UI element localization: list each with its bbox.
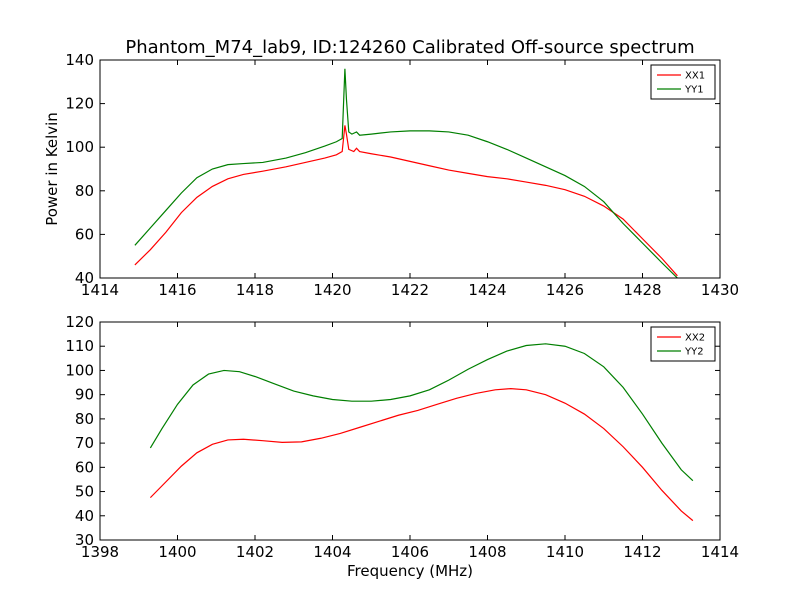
- series-line-xx2: [149, 388, 694, 522]
- chart-title: Phantom_M74_lab9, ID:124260 Calibrated O…: [125, 37, 694, 58]
- x-tick-label: 1422: [391, 281, 429, 299]
- x-tick-label: 1420: [313, 281, 351, 299]
- x-tick-label: 1406: [391, 543, 429, 561]
- legend-label-yy2: YY2: [684, 347, 704, 358]
- series-line-yy2: [149, 343, 694, 482]
- y-tick-label: 60: [75, 225, 94, 243]
- y-axis-label: Power in Kelvin: [43, 112, 61, 226]
- x-tick-label: 1430: [701, 281, 739, 299]
- y-tick-label: 70: [75, 434, 94, 452]
- x-tick-label: 1414: [81, 281, 119, 299]
- plot-frame: [99, 321, 721, 541]
- y-tick-label: 90: [75, 386, 94, 404]
- bottom-plot-panel: 1398 1400 1402 1404 1406 1408 1410 1412 1414 30 40…: [65, 313, 739, 561]
- x-tick-label: 1408: [468, 543, 506, 561]
- x-tick-label: 1424: [468, 281, 506, 299]
- y-tick-label: 40: [75, 269, 94, 287]
- x-tick-label: 1416: [158, 281, 196, 299]
- legend-box: [650, 326, 716, 362]
- legend-box: [650, 64, 716, 100]
- x-tick-label: 1410: [546, 543, 584, 561]
- x-tick-label: 1404: [313, 543, 351, 561]
- y-tick-label: 100: [65, 361, 94, 379]
- y-tick-label: 120: [65, 95, 94, 113]
- plot-frame: [99, 59, 721, 279]
- x-tick-label: 1418: [236, 281, 274, 299]
- x-tick-label: 1402: [236, 543, 274, 561]
- y-tick-label: 110: [65, 337, 94, 355]
- x-tick-label: 1400: [158, 543, 196, 561]
- x-axis-label: Frequency (MHz): [347, 562, 473, 580]
- y-tick-label: 80: [75, 410, 94, 428]
- y-tick-label: 40: [75, 507, 94, 525]
- y-tick-label: 50: [75, 483, 94, 501]
- y-tick-label: 120: [65, 313, 94, 331]
- x-tick-label: 1426: [546, 281, 584, 299]
- series-line-yy1: [134, 68, 678, 278]
- y-tick-label: 100: [65, 138, 94, 156]
- legend-label-xx1: XX1: [685, 71, 705, 82]
- series-line-xx1: [134, 125, 678, 277]
- x-tick-label: 1414: [701, 543, 739, 561]
- x-tick-label: 1428: [623, 281, 661, 299]
- legend-label-yy1: YY1: [684, 85, 704, 96]
- x-tick-label: 1412: [623, 543, 661, 561]
- y-tick-label: 60: [75, 458, 94, 476]
- legend-label-xx2: XX2: [685, 333, 705, 344]
- top-plot-panel: 1414 1416 1418 1420 1422 1424 1426 1428 1430 40 60…: [65, 51, 739, 299]
- y-tick-label: 30: [75, 531, 94, 549]
- y-tick-label: 140: [65, 51, 94, 69]
- x-tick-label: 1398: [81, 543, 119, 561]
- y-tick-label: 80: [75, 182, 94, 200]
